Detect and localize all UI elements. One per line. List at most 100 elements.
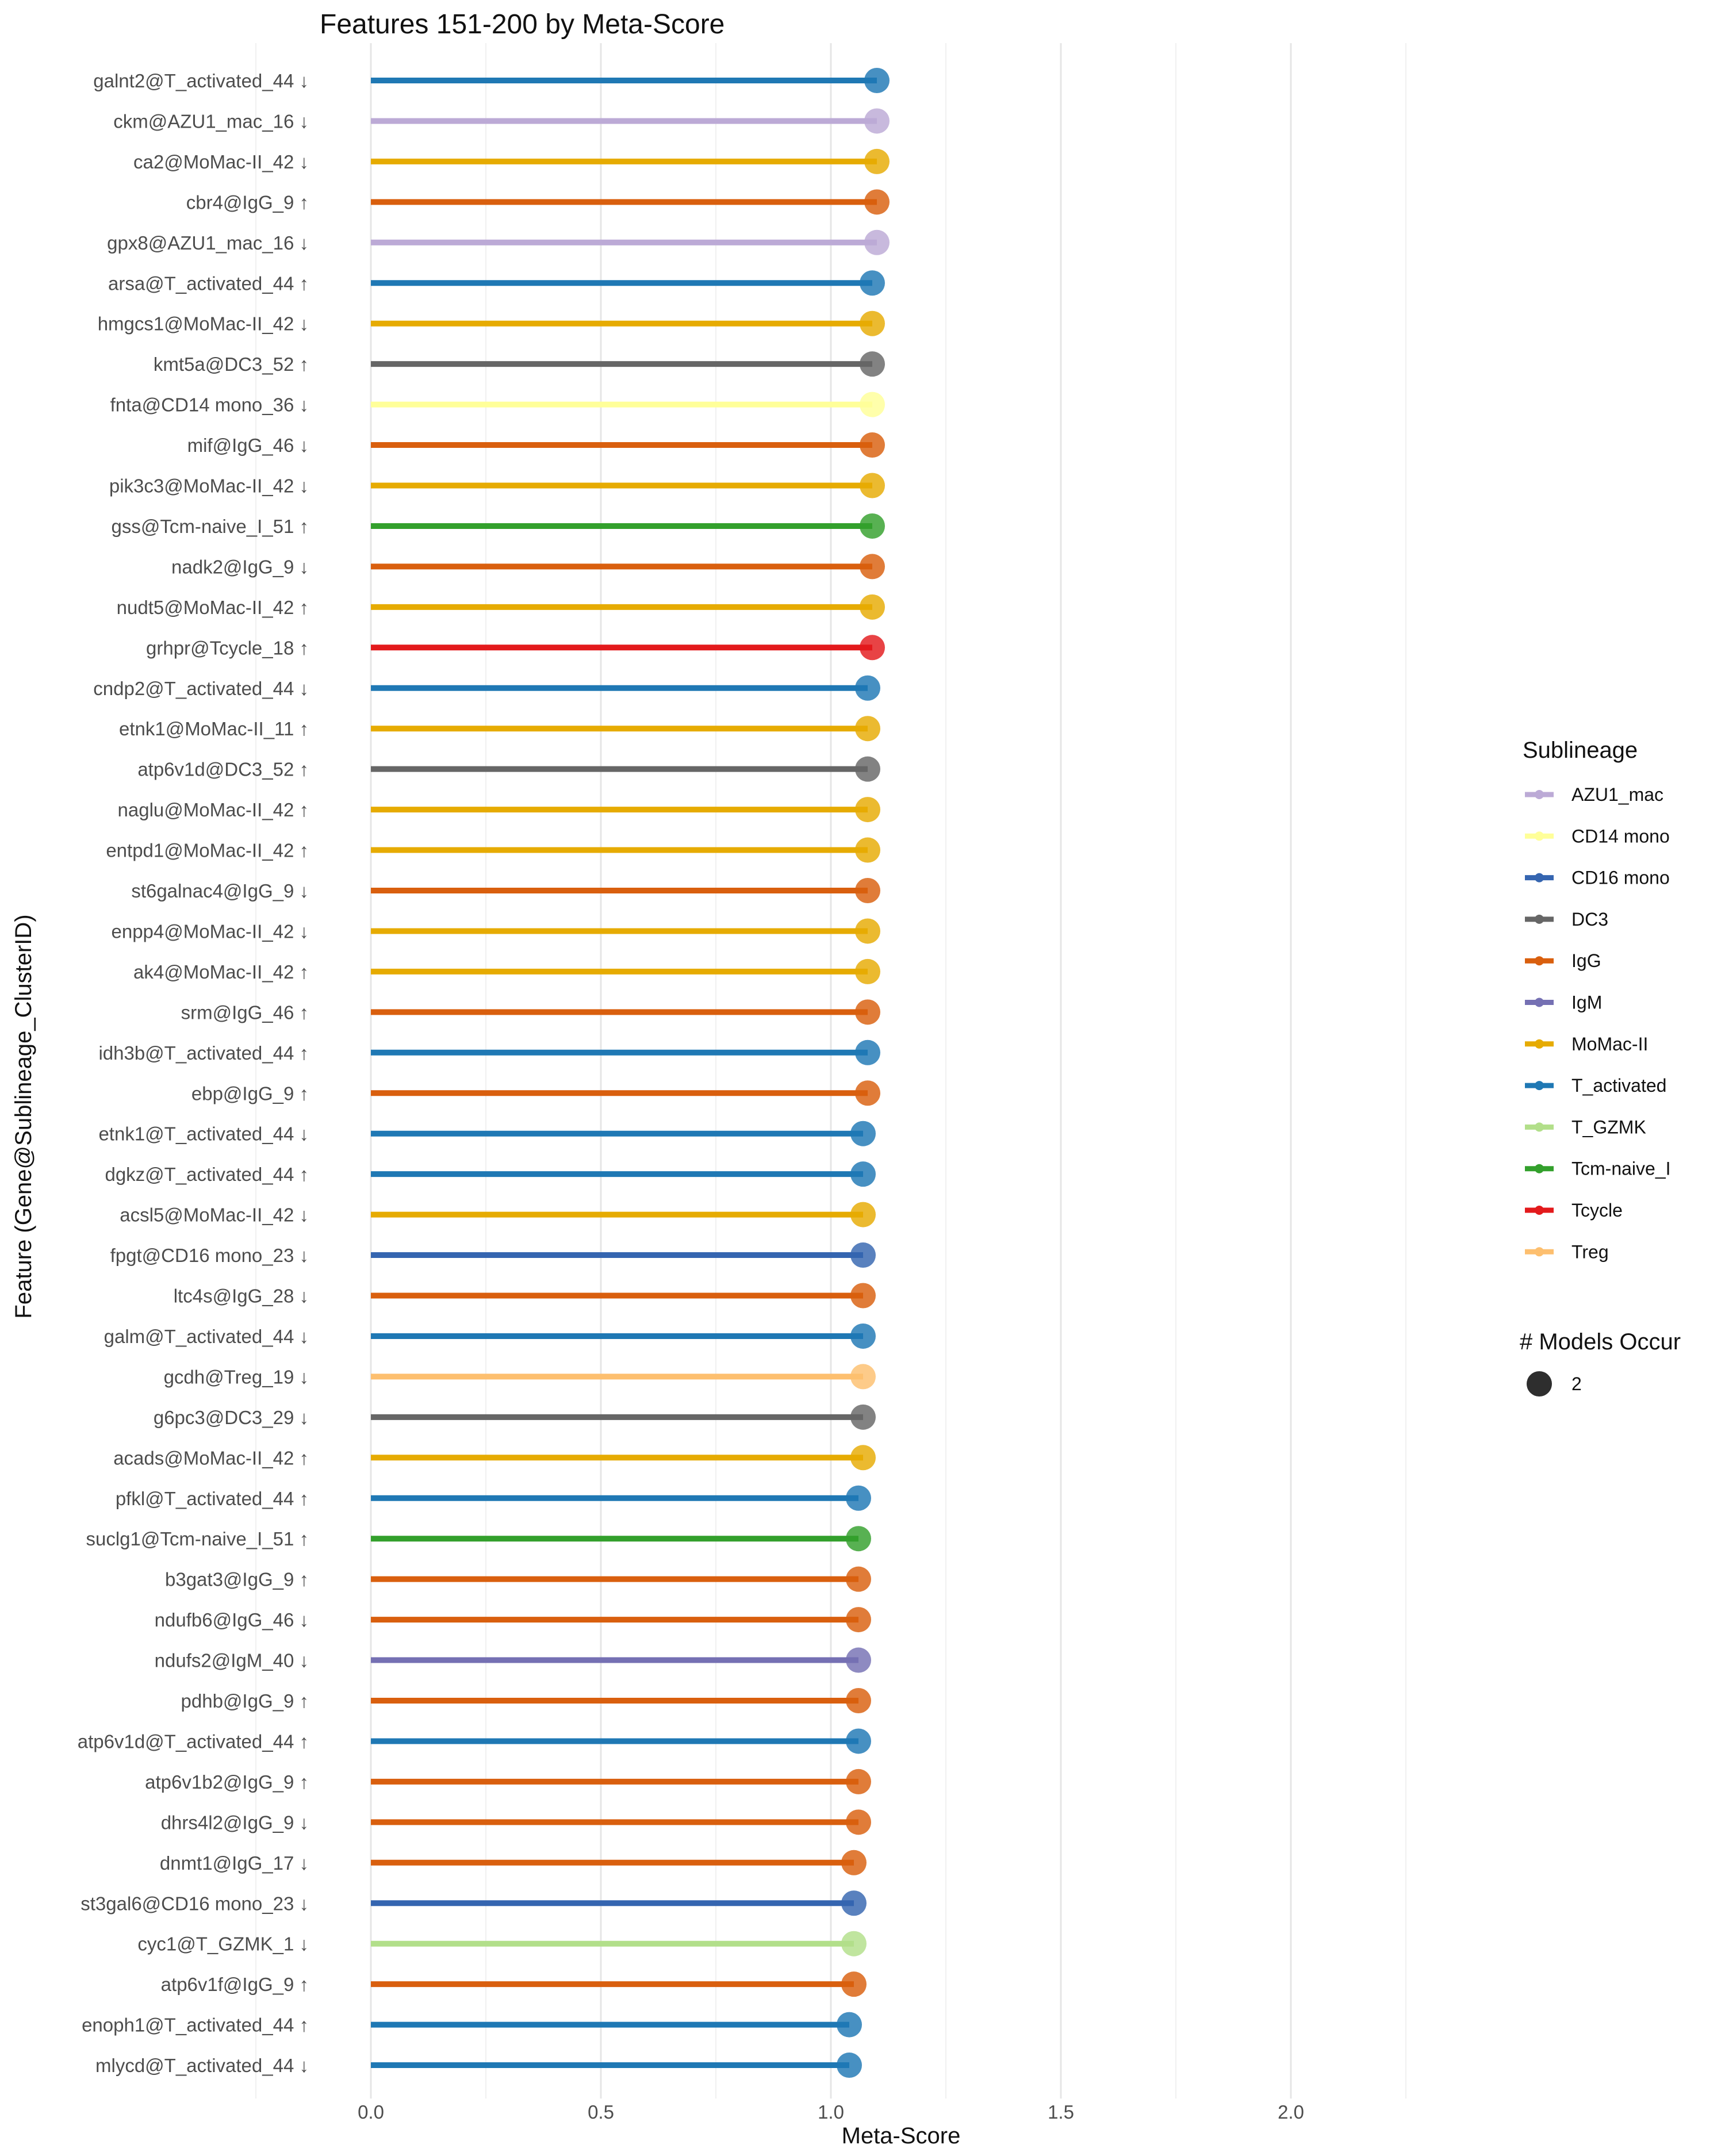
- dot: [860, 554, 885, 580]
- feature-label: naglu@MoMac-II_42 ↑: [118, 799, 309, 820]
- feature-label: pik3c3@MoMac-II_42 ↓: [109, 475, 309, 497]
- feature-label: mlycd@T_activated_44 ↓: [95, 2055, 309, 2076]
- size-legend-items: 2: [1527, 1371, 1582, 1397]
- dot: [855, 716, 880, 742]
- feature-label: arsa@T_activated_44 ↑: [108, 273, 309, 294]
- x-tick-label: 0.5: [588, 2101, 614, 2123]
- dot: [864, 189, 890, 215]
- stems: [371, 78, 877, 2069]
- dots: [837, 68, 890, 2078]
- legend-item: CD16 mono: [1525, 868, 1670, 888]
- feature-label: entpd1@MoMac-II_42 ↑: [106, 840, 309, 861]
- legend-item: CD14 mono: [1525, 826, 1670, 846]
- dot: [837, 2053, 862, 2078]
- legend-swatch-dot: [1535, 1122, 1544, 1132]
- legend-item: AZU1_mac: [1525, 784, 1663, 805]
- dot: [850, 1242, 876, 1268]
- feature-label: galm@T_activated_44 ↓: [104, 1326, 309, 1347]
- dot: [846, 1688, 871, 1713]
- dot: [850, 1364, 876, 1390]
- dot: [855, 756, 880, 782]
- dot: [846, 1728, 871, 1754]
- feature-label: ndufs2@IgM_40 ↓: [155, 1650, 309, 1671]
- feature-label: ca2@MoMac-II_42 ↓: [133, 151, 309, 172]
- feature-label: kmt5a@DC3_52 ↑: [154, 354, 309, 375]
- legend-label: T_activated: [1571, 1075, 1666, 1096]
- dot: [846, 1485, 871, 1511]
- dot: [855, 675, 880, 701]
- feature-label: atp6v1d@T_activated_44 ↑: [78, 1731, 309, 1752]
- dot: [850, 1202, 876, 1227]
- legend-label: AZU1_mac: [1571, 784, 1663, 805]
- size-legend: # Models Occur 2: [1520, 1329, 1681, 1397]
- chart-title: Features 151-200 by Meta-Score: [320, 9, 724, 40]
- dot: [864, 148, 890, 174]
- dot: [855, 958, 880, 984]
- feature-label: cbr4@IgG_9 ↑: [186, 191, 309, 213]
- size-legend-item: 2: [1527, 1371, 1582, 1397]
- x-tick-label: 1.0: [818, 2101, 844, 2123]
- dot: [837, 2012, 862, 2038]
- feature-label: atp6v1f@IgG_9 ↑: [161, 1974, 309, 1995]
- legend-item: Tcycle: [1525, 1200, 1623, 1221]
- feature-label: pfkl@T_activated_44 ↑: [116, 1488, 309, 1509]
- size-legend-label: 2: [1571, 1374, 1582, 1394]
- legend-swatch-dot: [1535, 956, 1544, 966]
- dot: [855, 918, 880, 944]
- legend-item: T_GZMK: [1525, 1117, 1646, 1137]
- dot: [855, 797, 880, 823]
- dot: [846, 1526, 871, 1552]
- feature-label: atp6v1d@DC3_52 ↑: [137, 759, 309, 780]
- legend-label: MoMac-II: [1571, 1034, 1648, 1054]
- legend-swatch-dot: [1535, 914, 1544, 924]
- dot: [855, 999, 880, 1025]
- legend-label: CD16 mono: [1571, 868, 1670, 888]
- legend-label: T_GZMK: [1571, 1117, 1646, 1137]
- dot: [846, 1566, 871, 1592]
- legend-item: IgM: [1525, 992, 1602, 1013]
- feature-label: ndufb6@IgG_46 ↓: [155, 1609, 309, 1631]
- feature-label: atp6v1b2@IgG_9 ↑: [145, 1771, 309, 1793]
- dot: [860, 310, 885, 336]
- feature-label: gss@Tcm-naive_I_51 ↑: [112, 516, 309, 537]
- legend-items: AZU1_mac CD14 mono CD16 mono DC3 IgG IgM MoMac…: [1525, 784, 1671, 1262]
- dot: [850, 1283, 876, 1309]
- feature-label: nadk2@IgG_9 ↓: [171, 556, 309, 577]
- dot: [841, 1890, 867, 1916]
- feature-label: g6pc3@DC3_29 ↓: [154, 1407, 309, 1428]
- dot: [860, 473, 885, 498]
- feature-label: enpp4@MoMac-II_42 ↓: [111, 920, 309, 942]
- feature-label: ak4@MoMac-II_42 ↑: [133, 961, 309, 983]
- dot: [846, 1647, 871, 1673]
- sublineage-legend: Sublineage AZU1_mac CD14 mono CD16 mono DC3…: [1523, 738, 1671, 1262]
- dot: [850, 1323, 876, 1349]
- dot: [855, 837, 880, 863]
- legend-swatch-dot: [1535, 790, 1544, 799]
- legend-swatch-dot: [1535, 1039, 1544, 1049]
- feature-label: st3gal6@CD16 mono_23 ↓: [80, 1893, 309, 1914]
- feature-label: ckm@AZU1_mac_16 ↓: [113, 110, 309, 132]
- feature-label: fpgt@CD16 mono_23 ↓: [110, 1245, 309, 1266]
- x-tick-label: 0.0: [358, 2101, 384, 2123]
- legend-item: T_activated: [1525, 1075, 1666, 1096]
- legend-swatch-dot: [1535, 1206, 1544, 1215]
- dot: [850, 1161, 876, 1187]
- dot: [860, 513, 885, 539]
- legend-swatch-dot: [1535, 1081, 1544, 1091]
- dot: [841, 1971, 867, 1997]
- dot: [850, 1121, 876, 1146]
- x-tick-labels: 0.0 0.5 1.0 1.5 2.0: [358, 2101, 1304, 2123]
- feature-label: dhrs4l2@IgG_9 ↓: [161, 1812, 309, 1833]
- x-tick-label: 1.5: [1048, 2101, 1074, 2123]
- dot: [850, 1404, 876, 1430]
- size-legend-dot: [1527, 1371, 1552, 1397]
- feature-label: gpx8@AZU1_mac_16 ↓: [107, 232, 309, 254]
- size-legend-title: # Models Occur: [1520, 1329, 1681, 1355]
- dot: [841, 1931, 867, 1956]
- feature-label: ltc4s@IgG_28 ↓: [174, 1286, 309, 1307]
- feature-label: cyc1@T_GZMK_1 ↓: [137, 1934, 309, 1955]
- dot: [860, 594, 885, 620]
- feature-label: grhpr@Tcycle_18 ↑: [146, 637, 309, 658]
- dot: [860, 635, 885, 661]
- feature-label: dgkz@T_activated_44 ↑: [105, 1164, 309, 1185]
